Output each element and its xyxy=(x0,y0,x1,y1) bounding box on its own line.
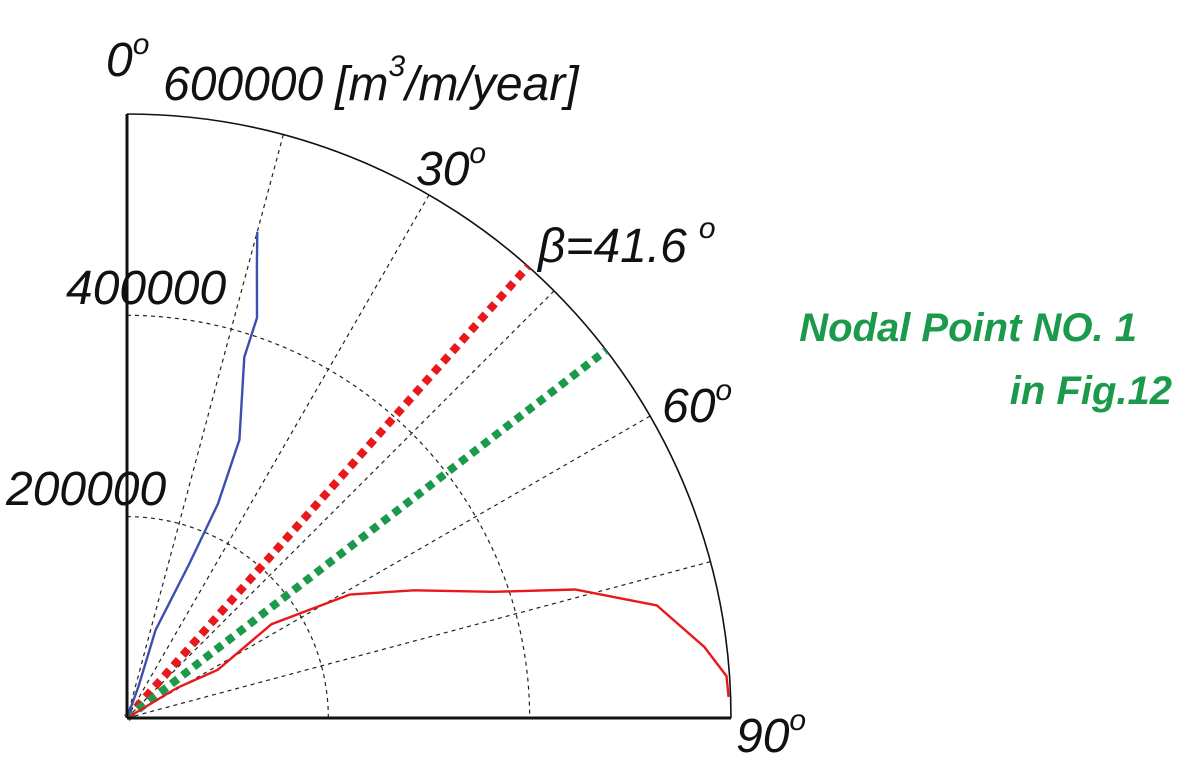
grid-ring-400000 xyxy=(126,314,531,719)
grid-layer xyxy=(126,134,711,719)
series-red-curve xyxy=(126,588,730,720)
series-layer xyxy=(125,231,730,720)
nodal-figure-label: in Fig.12 xyxy=(1010,369,1172,413)
grid-spoke-45 xyxy=(126,290,555,719)
grid-spoke-60 xyxy=(126,415,651,719)
beta-direction-line xyxy=(124,263,532,721)
angle-label-90: 90o xyxy=(736,704,806,761)
outer-rim xyxy=(126,113,732,719)
radial-max-label: 600000 [m3/m/year] xyxy=(163,50,580,111)
series-blue-curve xyxy=(125,231,259,719)
rim-layer xyxy=(126,113,732,719)
angle-label-0: 0o xyxy=(106,28,149,87)
nodal-point-label: Nodal Point NO. 1 xyxy=(799,306,1137,350)
direction-lines xyxy=(124,263,609,722)
radial-tick-400000: 400000 xyxy=(66,262,226,315)
angle-label-30: 30o xyxy=(416,137,486,196)
beta-label: β=41.6 o xyxy=(536,212,716,273)
axis-layer xyxy=(125,114,731,720)
nodal-direction-line xyxy=(124,347,609,722)
angle-label-60: 60o xyxy=(662,374,732,433)
radial-tick-200000: 200000 xyxy=(5,463,166,516)
grid-spoke-75 xyxy=(126,561,711,719)
